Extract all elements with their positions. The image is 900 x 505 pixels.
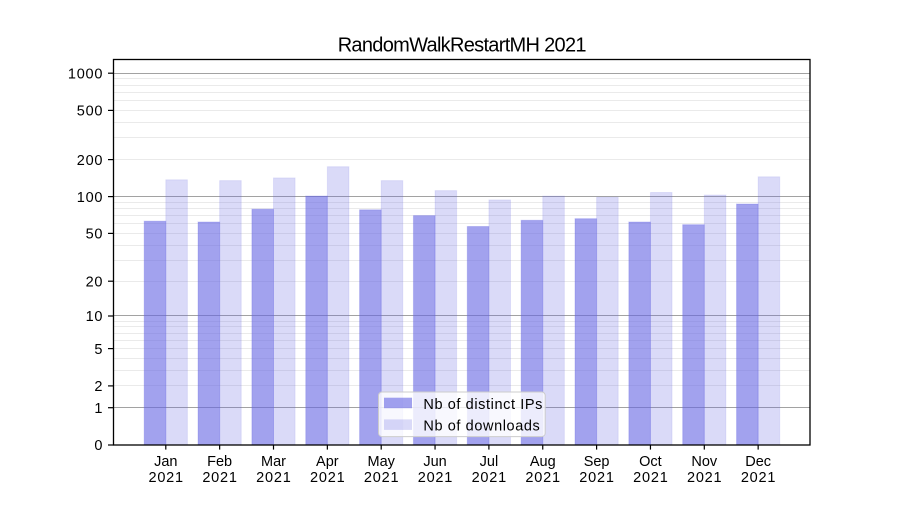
svg-text:2021: 2021 [310, 470, 345, 486]
svg-text:Nb of distinct IPs: Nb of distinct IPs [423, 397, 543, 413]
svg-text:2021: 2021 [579, 470, 614, 486]
svg-text:2021: 2021 [418, 470, 453, 486]
svg-text:2021: 2021 [741, 470, 776, 486]
svg-text:May: May [367, 454, 395, 470]
svg-text:2021: 2021 [633, 470, 668, 486]
svg-text:2021: 2021 [364, 470, 399, 486]
svg-text:Aug: Aug [530, 454, 556, 470]
svg-text:Sep: Sep [584, 454, 610, 470]
svg-text:200: 200 [77, 153, 104, 169]
svg-text:Jun: Jun [423, 454, 446, 470]
svg-text:Feb: Feb [207, 454, 232, 470]
svg-text:2021: 2021 [256, 470, 291, 486]
svg-text:10: 10 [86, 309, 104, 325]
svg-text:Nov: Nov [691, 454, 718, 470]
svg-text:Jul: Jul [480, 454, 499, 470]
svg-text:2: 2 [94, 379, 103, 395]
svg-text:2021: 2021 [472, 470, 507, 486]
svg-text:2021: 2021 [202, 470, 237, 486]
svg-text:RandomWalkRestartMH 2021: RandomWalkRestartMH 2021 [338, 35, 587, 57]
svg-text:100: 100 [77, 190, 104, 206]
svg-text:Mar: Mar [261, 454, 286, 470]
svg-text:Jan: Jan [154, 454, 177, 470]
svg-text:2021: 2021 [148, 470, 183, 486]
svg-text:Oct: Oct [639, 454, 662, 470]
svg-text:2021: 2021 [687, 470, 722, 486]
svg-text:1: 1 [94, 401, 103, 417]
svg-text:0: 0 [94, 438, 103, 454]
svg-text:Apr: Apr [316, 454, 339, 470]
svg-text:500: 500 [77, 104, 104, 120]
svg-text:2021: 2021 [525, 470, 560, 486]
svg-text:5: 5 [94, 342, 103, 358]
svg-text:1000: 1000 [68, 66, 103, 82]
svg-text:Nb of downloads: Nb of downloads [423, 419, 540, 435]
svg-text:20: 20 [86, 274, 104, 290]
svg-text:50: 50 [86, 227, 104, 243]
svg-text:Dec: Dec [745, 454, 771, 470]
